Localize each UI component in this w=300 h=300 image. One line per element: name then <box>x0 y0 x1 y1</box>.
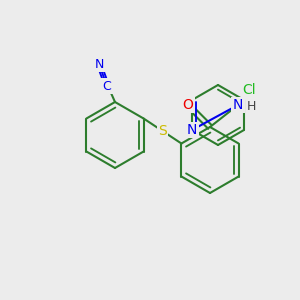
Text: N: N <box>187 123 197 137</box>
Text: H: H <box>246 100 256 113</box>
Text: N: N <box>233 98 243 112</box>
Text: Cl: Cl <box>242 83 256 97</box>
Text: C: C <box>103 80 111 92</box>
Text: O: O <box>183 98 194 112</box>
Text: S: S <box>158 124 167 138</box>
Text: N: N <box>94 58 104 70</box>
